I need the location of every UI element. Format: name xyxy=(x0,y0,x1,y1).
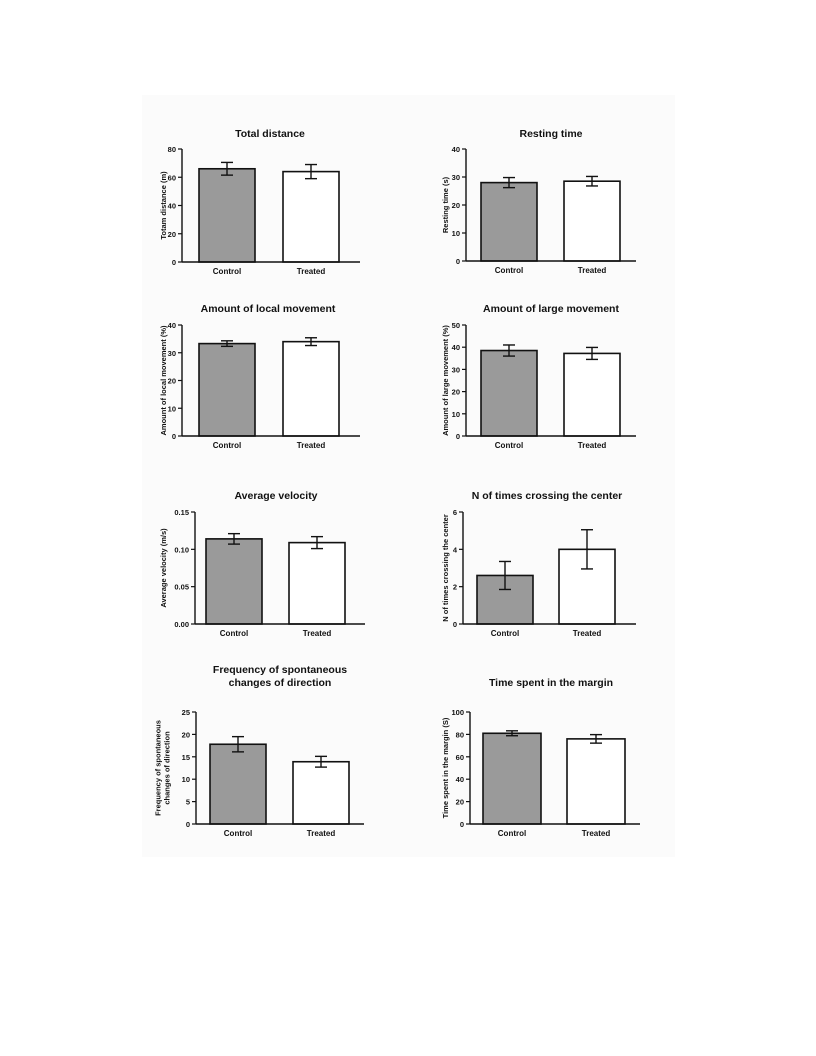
y-tick-label: 0 xyxy=(172,432,176,441)
y-tick-label: 0.10 xyxy=(174,545,189,554)
y-tick-label: 10 xyxy=(452,229,460,238)
category-label: Control xyxy=(498,829,526,838)
category-label: Control xyxy=(213,441,241,450)
y-tick-label: 2 xyxy=(453,583,457,592)
bar-control xyxy=(198,167,256,263)
y-tick-label: 0.05 xyxy=(174,583,189,592)
y-tick-label: 4 xyxy=(453,545,458,554)
y-tick-label: 0 xyxy=(460,820,464,829)
y-tick-label: 20 xyxy=(182,730,190,739)
figure-panel: Total distance Control Treated 0 20 40 60 80 Tot… xyxy=(142,95,675,857)
category-label: Treated xyxy=(578,441,607,450)
category-label: Treated xyxy=(307,829,336,838)
y-tick-label: 50 xyxy=(452,321,460,330)
y-tick-label: 15 xyxy=(182,753,190,762)
y-tick-label: 20 xyxy=(168,230,176,239)
chart-title: Resting time xyxy=(519,128,582,140)
category-label: Control xyxy=(224,829,252,838)
y-tick-label: 20 xyxy=(452,388,460,397)
category-label: Treated xyxy=(297,267,326,276)
y-tick-label: 60 xyxy=(168,173,176,182)
category-label: Treated xyxy=(573,629,602,638)
bar-control xyxy=(198,342,256,437)
category-label: Treated xyxy=(297,441,326,450)
y-tick-label: 80 xyxy=(168,145,176,154)
bar-treated xyxy=(566,738,626,825)
y-tick-label: 30 xyxy=(452,365,460,374)
y-axis-label: Totam distance (m) xyxy=(159,171,168,240)
chart-title: N of times crossing the center xyxy=(472,490,623,502)
y-tick-label: 10 xyxy=(168,404,176,413)
y-axis-label: Resting time (s) xyxy=(441,176,450,233)
y-tick-label: 20 xyxy=(456,798,464,807)
y-tick-label: 40 xyxy=(452,145,460,154)
y-tick-label: 30 xyxy=(452,173,460,182)
chart-title: Frequency of spontaneous xyxy=(213,664,347,676)
chart-title: Amount of local movement xyxy=(201,303,336,315)
bar-treated xyxy=(563,180,621,262)
bar-treated xyxy=(288,541,346,625)
y-axis-label: N of times crossing the center xyxy=(441,514,450,622)
y-tick-label: 80 xyxy=(456,730,464,739)
y-axis-label: Amount of local movement (%) xyxy=(159,325,168,436)
y-axis-label: Frequency of spontaneous xyxy=(154,720,163,816)
y-axis-label: changes of direction xyxy=(163,731,172,805)
y-tick-label: 25 xyxy=(182,708,190,717)
y-tick-label: 40 xyxy=(168,321,176,330)
chart-title: changes of direction xyxy=(229,677,332,689)
y-axis-label: Average velocity (m/s) xyxy=(159,528,168,608)
y-tick-label: 0 xyxy=(456,257,460,266)
y-tick-label: 60 xyxy=(456,753,464,762)
y-axis-label: Time spent in the margin (S) xyxy=(441,717,450,818)
y-tick-label: 40 xyxy=(456,775,464,784)
category-label: Treated xyxy=(303,629,332,638)
bar-control xyxy=(205,538,263,625)
category-label: Control xyxy=(495,441,523,450)
chart-title: Amount of large movement xyxy=(483,303,619,315)
y-axis-label: Amount of large movement (%) xyxy=(441,325,450,436)
y-tick-label: 0.00 xyxy=(174,620,189,629)
category-label: Treated xyxy=(578,266,607,275)
y-tick-label: 0 xyxy=(172,258,176,267)
chart-title: Total distance xyxy=(235,128,305,140)
y-tick-label: 0 xyxy=(186,820,190,829)
y-tick-label: 20 xyxy=(168,377,176,386)
bar-treated xyxy=(563,352,621,437)
y-tick-label: 6 xyxy=(453,508,457,517)
bar-treated xyxy=(282,340,340,437)
y-tick-label: 10 xyxy=(182,775,190,784)
category-label: Treated xyxy=(582,829,611,838)
bar-treated xyxy=(282,170,340,263)
y-tick-label: 10 xyxy=(452,410,460,419)
y-tick-label: 0 xyxy=(453,620,457,629)
y-tick-label: 100 xyxy=(451,708,464,717)
bar-control xyxy=(480,349,538,437)
category-label: Control xyxy=(495,266,523,275)
y-tick-label: 40 xyxy=(168,202,176,211)
bar-control xyxy=(209,743,267,825)
category-label: Control xyxy=(213,267,241,276)
y-tick-label: 40 xyxy=(452,343,460,352)
chart-title: Average velocity xyxy=(234,490,317,502)
category-label: Control xyxy=(491,629,519,638)
bar-control xyxy=(480,181,538,262)
y-tick-label: 30 xyxy=(168,349,176,358)
y-tick-label: 20 xyxy=(452,201,460,210)
y-tick-label: 5 xyxy=(186,798,190,807)
chart-title: Time spent in the margin xyxy=(489,677,613,689)
y-tick-label: 0 xyxy=(456,432,460,441)
bar-treated xyxy=(292,760,350,825)
bar-control xyxy=(482,732,542,825)
y-tick-label: 0.15 xyxy=(174,508,189,517)
category-label: Control xyxy=(220,629,248,638)
